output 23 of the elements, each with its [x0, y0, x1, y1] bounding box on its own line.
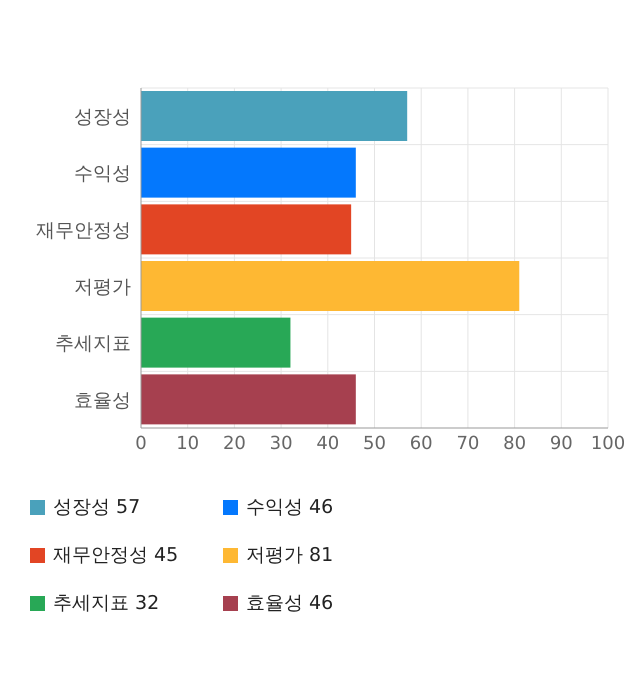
- x-tick-label: 50: [363, 432, 386, 454]
- y-tick-label: 추세지표: [55, 332, 131, 355]
- x-tick-label: 70: [456, 432, 480, 454]
- y-tick-label: 저평가: [74, 276, 131, 298]
- legend-label: 성장성 57: [53, 496, 140, 518]
- y-tick-label: 성장성: [74, 106, 131, 128]
- x-tick-label: 60: [410, 432, 433, 454]
- x-tick-label: 20: [222, 432, 246, 454]
- x-tick-label: 100: [590, 432, 626, 454]
- x-tick-label: 0: [135, 432, 147, 454]
- x-tick-label: 90: [550, 432, 573, 454]
- y-tick-label: 수익성: [74, 162, 131, 185]
- x-tick-label: 30: [270, 432, 293, 454]
- x-tick-label: 80: [503, 432, 526, 454]
- x-tick-label: 10: [176, 432, 200, 454]
- legend-label: 효율성 46: [246, 592, 334, 614]
- legend-label: 재무안정성 45: [53, 544, 178, 566]
- legend-label: 저평가 81: [246, 544, 334, 566]
- x-tick-label: 40: [316, 432, 340, 454]
- y-tick-label: 재무안정성: [36, 219, 131, 242]
- legend-label: 수익성 46: [246, 496, 334, 518]
- legend-label: 추세지표 32: [53, 592, 160, 614]
- y-tick-label: 효율성: [74, 389, 131, 412]
